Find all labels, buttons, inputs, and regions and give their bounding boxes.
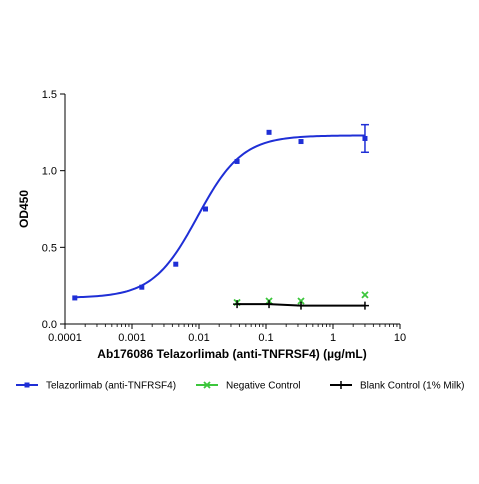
y-tick-label: 0.0	[42, 319, 57, 331]
x-tick-label: 0.0001	[48, 332, 82, 344]
legend-label: Telazorlimab (anti-TNFRSF4)	[46, 381, 176, 392]
y-tick-label: 1.5	[42, 89, 57, 101]
legend-label: Blank Control (1% Milk)	[360, 381, 464, 392]
data-point-telazorlimab	[234, 158, 240, 164]
legend-marker	[337, 381, 345, 389]
legend: Telazorlimab (anti-TNFRSF4) Negative Cont…	[16, 381, 464, 392]
y-axis-title: OD450	[17, 190, 31, 228]
data-point-telazorlimab	[266, 129, 272, 135]
x-axis-title: Ab176086 Telazorlimab (anti-TNFRSF4) (µg…	[97, 347, 366, 361]
series-line-blank-control	[237, 303, 365, 307]
data-point-negative-control	[297, 297, 305, 305]
legend-marker	[203, 381, 211, 389]
y-tick-label: 1.0	[42, 166, 57, 178]
data-point-telazorlimab	[139, 284, 145, 290]
data-point-telazorlimab	[173, 261, 179, 267]
data-point-blank-control	[233, 300, 242, 309]
y-tick-label: 0.5	[42, 242, 57, 254]
data-point-blank-control	[265, 300, 274, 309]
legend-label: Negative Control	[226, 381, 300, 392]
data-point-telazorlimab	[72, 295, 78, 301]
x-tick-label: 10	[394, 332, 406, 344]
plot-area	[72, 123, 369, 310]
x-tick-label: 1	[330, 332, 336, 344]
data-point-telazorlimab	[298, 139, 304, 145]
data-point-telazorlimab	[362, 135, 368, 141]
data-point-telazorlimab	[202, 206, 208, 212]
x-tick-label: 0.01	[188, 332, 209, 344]
axes: 0.0 0.5 1.0 1.5 0.0001 0.001 0.01 0.1 1 10	[42, 89, 406, 344]
data-point-blank-control	[360, 301, 369, 310]
data-point-blank-control	[297, 301, 306, 310]
legend-marker	[24, 382, 30, 388]
series-fit-curve	[72, 134, 365, 299]
x-tick-label: 0.1	[258, 332, 273, 344]
x-tick-label: 0.001	[118, 332, 146, 344]
data-point-negative-control	[361, 291, 369, 299]
